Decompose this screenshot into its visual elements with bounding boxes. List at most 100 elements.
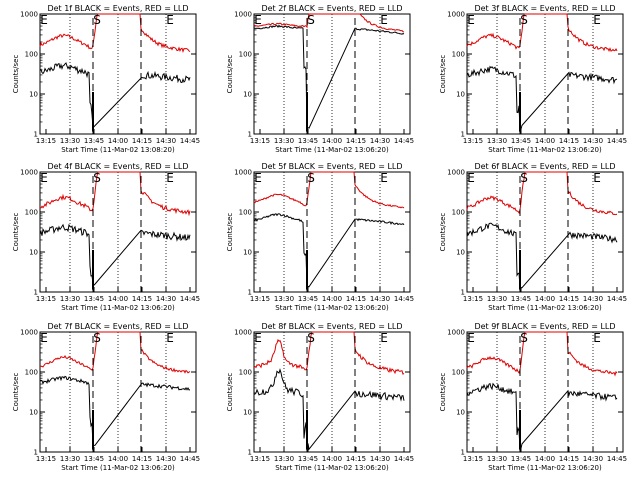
events-series-line <box>39 223 191 286</box>
x-tick-label: 14:15 <box>559 137 579 145</box>
x-tick-label: 14:00 <box>108 137 128 145</box>
start-marker: S <box>93 171 101 185</box>
x-tick-label: 13:15 <box>250 295 270 303</box>
end-marker: E <box>380 171 388 185</box>
x-tick-label: 14:30 <box>156 137 176 145</box>
start-marker: S <box>307 171 315 185</box>
y-tick-label: 10 <box>29 91 38 99</box>
panel-2: Det 2f BLACK = Events, RED = LLD 1 10 100 10… <box>226 4 414 154</box>
end-marker: E <box>166 331 174 345</box>
x-tick-label: 14:15 <box>346 455 366 463</box>
y-tick-label: 100 <box>25 369 38 377</box>
x-tick-label: 13:15 <box>36 137 56 145</box>
x-tick-label: 13:30 <box>487 137 507 145</box>
lld-series-line <box>253 13 405 33</box>
end-marker-left: E <box>254 171 262 185</box>
x-axis-label: Start Time (11-Mar-02 13:08:20) <box>61 146 175 154</box>
y-tick-label: 1000 <box>447 11 465 19</box>
y-axis-label: Counts/sec <box>439 213 447 252</box>
y-axis-label: Counts/sec <box>226 55 234 94</box>
x-tick-label: 13:45 <box>84 295 104 303</box>
x-tick-label: 13:30 <box>274 295 294 303</box>
panel-title: Det 4f BLACK = Events, RED = LLD <box>47 162 188 171</box>
x-tick-label: 14:45 <box>180 295 200 303</box>
y-tick-label: 1000 <box>20 169 38 177</box>
lld-series-line <box>253 331 405 375</box>
x-axis-label: Start Time (11-Mar-02 13:06:20) <box>275 464 389 472</box>
y-axis-label: Counts/sec <box>226 373 234 412</box>
x-tick-label: 13:15 <box>463 137 483 145</box>
lld-series-line <box>39 13 191 53</box>
y-tick-label: 100 <box>239 51 252 59</box>
y-tick-label: 1 <box>34 131 38 139</box>
x-tick-label: 14:45 <box>607 295 627 303</box>
x-tick-label: 14:00 <box>322 455 342 463</box>
end-marker-left: E <box>254 13 262 27</box>
x-tick-label: 14:30 <box>156 455 176 463</box>
end-marker-left: E <box>40 331 48 345</box>
x-tick-label: 14:45 <box>394 137 414 145</box>
x-tick-label: 14:00 <box>535 295 555 303</box>
events-series-line <box>253 213 405 288</box>
panel-title: Det 3f BLACK = Events, RED = LLD <box>474 4 615 13</box>
x-tick-label: 14:45 <box>180 455 200 463</box>
y-axis-label: Counts/sec <box>439 55 447 94</box>
x-tick-label: 13:15 <box>463 455 483 463</box>
panel-9: Det 9f BLACK = Events, RED = LLD 1 10 100 10… <box>439 322 627 472</box>
x-tick-label: 13:45 <box>511 137 531 145</box>
start-marker: S <box>520 331 528 345</box>
x-tick-label: 14:45 <box>180 137 200 145</box>
x-tick-label: 14:15 <box>346 137 366 145</box>
events-series-line <box>466 65 618 130</box>
start-marker: S <box>307 331 315 345</box>
x-tick-label: 14:15 <box>132 137 152 145</box>
x-tick-label: 13:45 <box>511 295 531 303</box>
x-tick-label: 14:15 <box>559 295 579 303</box>
x-tick-label: 14:45 <box>394 295 414 303</box>
start-marker: S <box>93 13 101 27</box>
start-marker: S <box>520 171 528 185</box>
x-tick-label: 14:15 <box>559 455 579 463</box>
y-tick-label: 1 <box>461 449 465 457</box>
end-marker: E <box>593 13 601 27</box>
y-tick-label: 100 <box>452 51 465 59</box>
x-tick-label: 13:45 <box>298 137 318 145</box>
y-tick-label: 1 <box>248 449 252 457</box>
x-tick-label: 13:30 <box>487 295 507 303</box>
y-tick-label: 1000 <box>234 329 252 337</box>
panel-title: Det 1f BLACK = Events, RED = LLD <box>47 4 188 13</box>
y-tick-label: 10 <box>456 409 465 417</box>
x-tick-label: 14:15 <box>346 295 366 303</box>
x-tick-label: 13:30 <box>60 455 80 463</box>
x-tick-label: 13:45 <box>84 137 104 145</box>
x-tick-label: 14:00 <box>535 137 555 145</box>
y-axis-label: Counts/sec <box>226 213 234 252</box>
x-tick-label: 13:15 <box>463 295 483 303</box>
x-tick-label: 14:30 <box>583 137 603 145</box>
start-marker: S <box>93 331 101 345</box>
end-marker: E <box>166 13 174 27</box>
end-marker-left: E <box>467 171 475 185</box>
panel-title: Det 8f BLACK = Events, RED = LLD <box>261 322 402 331</box>
y-tick-label: 10 <box>243 91 252 99</box>
lld-series-line <box>466 331 618 377</box>
y-tick-label: 1000 <box>447 169 465 177</box>
y-tick-label: 100 <box>452 369 465 377</box>
x-tick-label: 14:30 <box>370 137 390 145</box>
x-tick-label: 13:45 <box>511 455 531 463</box>
y-tick-label: 1 <box>461 131 465 139</box>
x-tick-label: 14:45 <box>607 455 627 463</box>
end-marker-left: E <box>40 171 48 185</box>
x-tick-label: 14:15 <box>132 295 152 303</box>
start-marker: S <box>520 13 528 27</box>
panel-1: Det 1f BLACK = Events, RED = LLD 1 10 100 10… <box>12 4 200 154</box>
x-tick-label: 14:00 <box>535 455 555 463</box>
y-tick-label: 1000 <box>234 11 252 19</box>
y-tick-label: 1000 <box>234 169 252 177</box>
lld-series-line <box>39 171 191 217</box>
x-tick-label: 14:45 <box>607 137 627 145</box>
panel-title: Det 9f BLACK = Events, RED = LLD <box>474 322 615 331</box>
start-marker: S <box>307 13 315 27</box>
x-tick-label: 14:00 <box>322 137 342 145</box>
